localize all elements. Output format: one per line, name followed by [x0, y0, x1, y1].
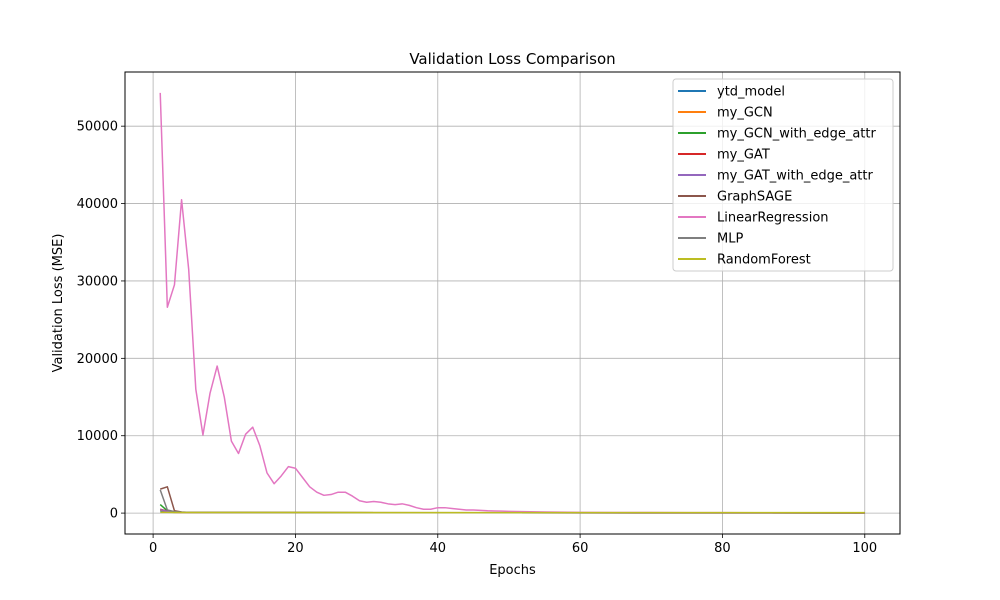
x-tick-label: 0 [149, 541, 157, 556]
y-axis-label: Validation Loss (MSE) [51, 234, 66, 373]
legend-label-linearregression: LinearRegression [717, 211, 829, 226]
x-tick-label: 60 [572, 541, 589, 556]
legend-label-my-gat: my_GAT [717, 148, 770, 163]
legend-label-graphsage: GraphSAGE [717, 190, 792, 205]
series-lines [159, 92, 865, 514]
legend-label-ytd-model: ytd_model [717, 85, 785, 100]
x-tick-label: 100 [852, 541, 877, 556]
y-tick-label: 40000 [77, 197, 118, 212]
y-tick-label: 30000 [77, 274, 118, 289]
x-axis-label: Epochs [489, 563, 536, 578]
x-tick-label: 20 [287, 541, 304, 556]
legend: ytd_model my_GCN my_GCN_with_edge_attr my_G… [672, 78, 894, 272]
y-tick-label: 10000 [77, 429, 118, 444]
series-line-linearregression [159, 92, 865, 514]
legend-label-randomforest: RandomForest [717, 253, 811, 268]
chart-title: Validation Loss Comparison [409, 50, 615, 68]
legend-label-my-gat-with-edge-attr: my_GAT_with_edge_attr [717, 169, 873, 184]
y-tick-label: 0 [110, 507, 118, 522]
y-tick-label: 50000 [77, 120, 118, 135]
legend-label-mlp: MLP [717, 232, 743, 247]
y-axis: 0 10000 20000 30000 40000 50000 [77, 120, 125, 522]
plot-frame [124, 71, 901, 535]
x-tick-label: 40 [430, 541, 447, 556]
x-tick-label: 80 [714, 541, 731, 556]
x-axis: 0 20 40 60 80 100 [149, 534, 877, 556]
legend-label-my-gcn-with-edge-attr: my_GCN_with_edge_attr [717, 127, 876, 142]
legend-box [672, 78, 894, 272]
legend-label-my-gcn: my_GCN [717, 106, 773, 121]
y-tick-label: 20000 [77, 352, 118, 367]
